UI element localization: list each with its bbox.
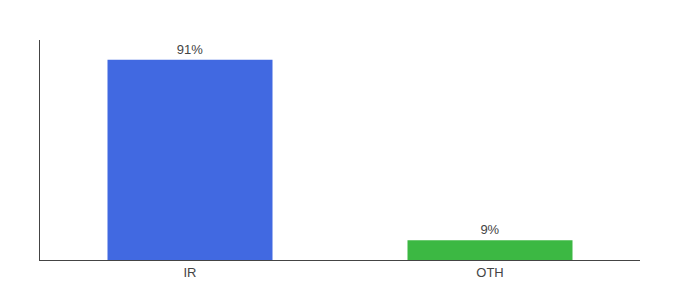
svg-text:IR: IR [184, 265, 197, 280]
svg-text:91%: 91% [177, 42, 203, 57]
svg-text:OTH: OTH [476, 265, 503, 280]
svg-text:9%: 9% [480, 222, 499, 237]
